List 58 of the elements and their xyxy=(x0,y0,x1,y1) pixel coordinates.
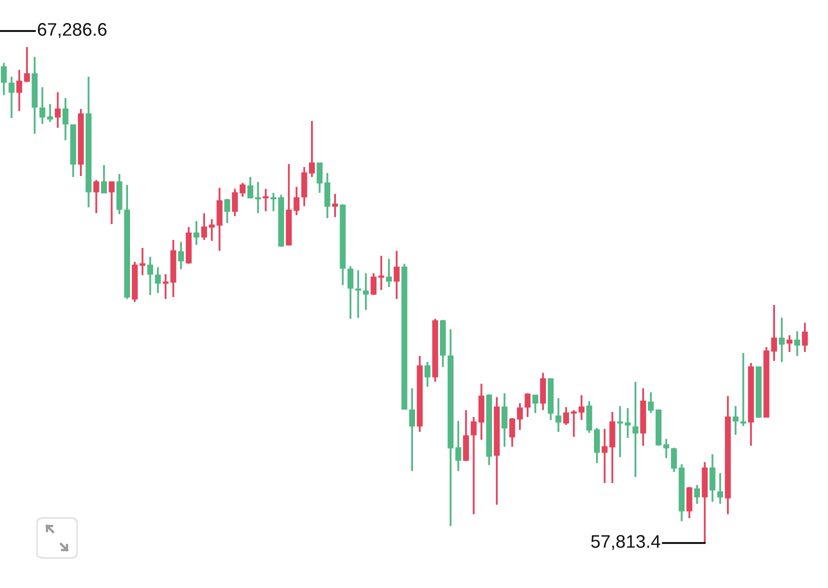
text: 67,286.6 xyxy=(38,23,106,38)
candlestick xyxy=(378,254,384,291)
candlestick xyxy=(24,46,30,84)
candlestick xyxy=(409,387,416,472)
candlestick xyxy=(794,330,800,357)
candlestick xyxy=(632,380,638,478)
candlestick xyxy=(594,427,600,464)
candlestick xyxy=(424,361,430,388)
candlestick xyxy=(663,438,670,460)
candlestick xyxy=(710,453,716,503)
candlestick xyxy=(516,402,523,431)
candlestick xyxy=(694,484,700,505)
candlestick xyxy=(324,172,330,220)
candlestick xyxy=(316,162,323,194)
candlestick xyxy=(140,246,146,276)
candlestick xyxy=(193,220,200,246)
candlestick xyxy=(370,272,377,296)
candlestick xyxy=(386,258,392,288)
candlestick xyxy=(332,192,338,218)
candlestick xyxy=(470,416,477,516)
candlestick xyxy=(178,241,184,270)
candlestick xyxy=(16,68,22,112)
candlestick xyxy=(524,392,531,418)
candlestick xyxy=(101,164,107,194)
candlestick xyxy=(108,181,115,225)
candlestick xyxy=(301,166,308,208)
candlestick xyxy=(617,405,623,458)
annotation: 57,813.4 xyxy=(591,535,660,550)
candlestick xyxy=(147,256,154,296)
candlestick xyxy=(624,407,631,439)
candlestick xyxy=(154,266,161,294)
candlestick xyxy=(162,273,169,300)
candlestick xyxy=(62,97,68,142)
candlestick xyxy=(262,188,269,212)
candlestick xyxy=(532,394,538,414)
candlestick xyxy=(309,120,315,178)
candlestick xyxy=(362,272,369,311)
candlestick xyxy=(732,405,739,436)
candlestick xyxy=(224,198,230,224)
candlestick xyxy=(394,250,400,300)
candlestick xyxy=(717,472,724,505)
candlestick xyxy=(602,428,608,484)
candlestick xyxy=(555,397,562,433)
candlestick xyxy=(802,322,808,353)
candlestick xyxy=(563,406,570,426)
candlestick xyxy=(740,352,746,427)
candlestick xyxy=(778,316,785,363)
candlestick xyxy=(54,91,61,129)
candlestick xyxy=(201,212,208,241)
candlestick xyxy=(455,420,462,472)
candlestick xyxy=(355,269,362,319)
candlestick xyxy=(509,417,516,448)
candlestick xyxy=(502,392,508,448)
candlestick xyxy=(686,486,692,520)
candlestick xyxy=(93,179,100,214)
candlestick xyxy=(786,334,792,353)
candlestick xyxy=(348,265,354,320)
candlestick xyxy=(586,400,592,434)
